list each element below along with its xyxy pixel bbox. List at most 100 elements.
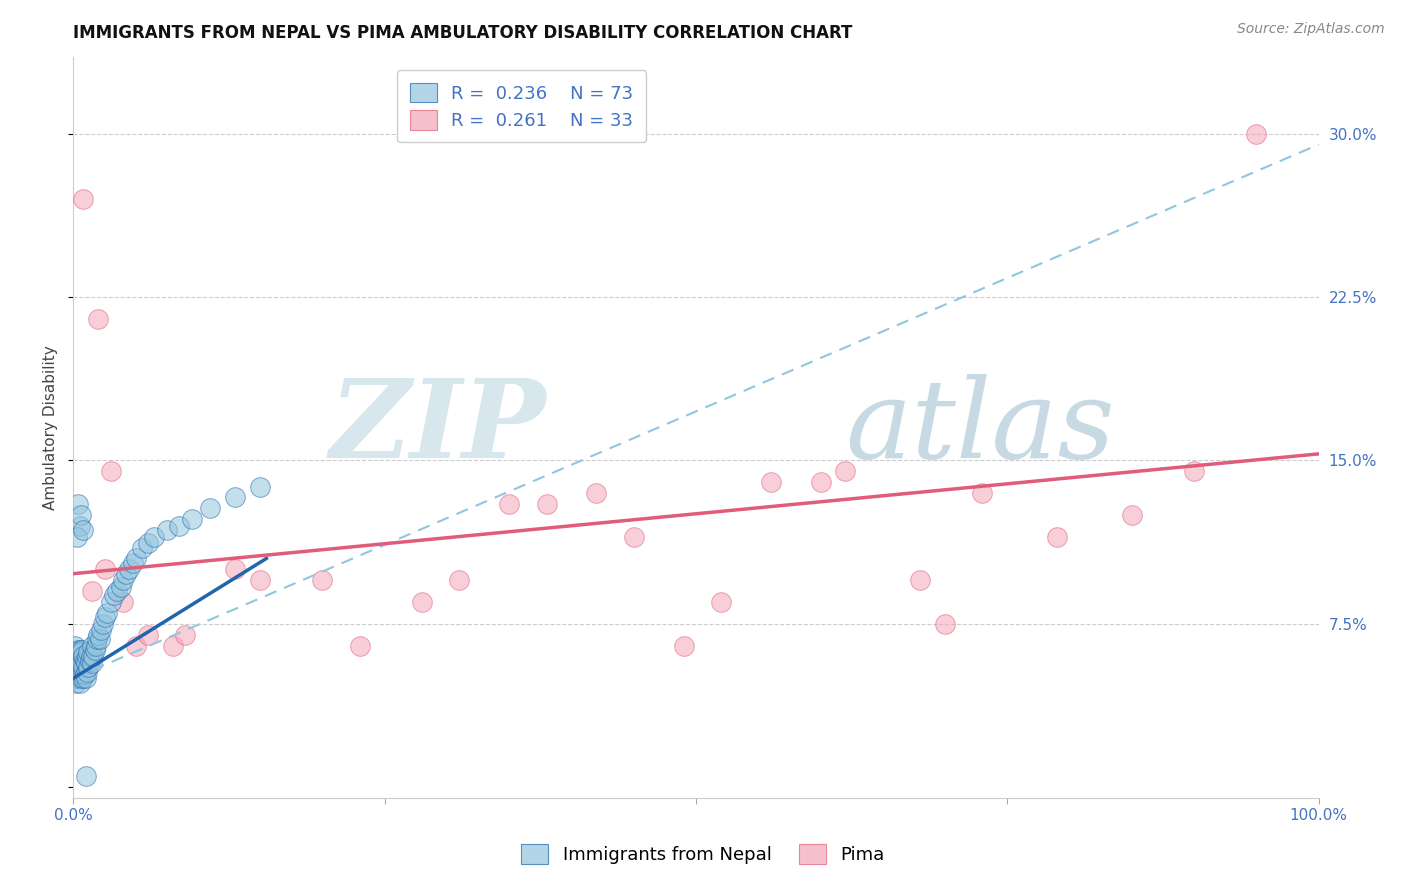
Point <box>65 645 87 659</box>
Point <box>63 649 86 664</box>
Point <box>75 656 97 670</box>
Point <box>70 508 93 522</box>
Point <box>82 649 104 664</box>
Point <box>69 643 91 657</box>
Point <box>77 660 100 674</box>
Point <box>69 665 91 679</box>
Point <box>124 551 146 566</box>
Point <box>934 616 956 631</box>
Point <box>112 595 135 609</box>
Point <box>122 556 145 570</box>
Point <box>411 595 433 609</box>
Point <box>124 639 146 653</box>
Point <box>100 464 122 478</box>
Point <box>143 530 166 544</box>
Point <box>83 643 105 657</box>
Point <box>498 497 520 511</box>
Point <box>70 645 93 659</box>
Point <box>80 656 103 670</box>
Point <box>70 656 93 670</box>
Point <box>672 639 695 653</box>
Point <box>73 654 96 668</box>
Legend: Immigrants from Nepal, Pima: Immigrants from Nepal, Pima <box>508 830 898 879</box>
Point <box>91 616 114 631</box>
Point <box>162 639 184 653</box>
Point <box>1046 530 1069 544</box>
Text: IMMIGRANTS FROM NEPAL VS PIMA AMBULATORY DISABILITY CORRELATION CHART: IMMIGRANTS FROM NEPAL VS PIMA AMBULATORY… <box>73 24 853 42</box>
Point <box>67 497 90 511</box>
Point <box>65 654 87 668</box>
Point <box>710 595 733 609</box>
Point <box>89 632 111 646</box>
Point <box>86 632 108 646</box>
Point <box>76 649 98 664</box>
Point <box>72 192 94 206</box>
Point <box>810 475 832 490</box>
Point <box>224 491 246 505</box>
Legend: R =  0.236    N = 73, R =  0.261    N = 33: R = 0.236 N = 73, R = 0.261 N = 33 <box>398 70 647 143</box>
Point <box>93 610 115 624</box>
Point <box>136 536 159 550</box>
Point <box>69 660 91 674</box>
Point <box>200 501 222 516</box>
Point <box>72 649 94 664</box>
Point <box>66 530 89 544</box>
Point <box>131 541 153 555</box>
Point <box>96 606 118 620</box>
Point <box>73 666 96 681</box>
Point <box>80 649 103 664</box>
Point <box>536 497 558 511</box>
Point <box>87 628 110 642</box>
Point <box>72 671 94 685</box>
Point <box>100 595 122 609</box>
Point <box>1121 508 1143 522</box>
Point <box>311 573 333 587</box>
Point <box>69 675 91 690</box>
Point <box>972 486 994 500</box>
Point <box>77 645 100 659</box>
Point <box>70 643 93 657</box>
Point <box>75 671 97 685</box>
Point <box>114 566 136 581</box>
Point <box>66 671 89 685</box>
Point <box>63 660 86 674</box>
Point <box>69 518 91 533</box>
Point <box>93 562 115 576</box>
Point <box>65 666 87 681</box>
Point <box>72 660 94 674</box>
Point <box>80 584 103 599</box>
Point <box>90 624 112 638</box>
Y-axis label: Ambulatory Disability: Ambulatory Disability <box>44 345 58 510</box>
Point <box>67 656 90 670</box>
Point <box>67 666 90 681</box>
Point <box>76 665 98 679</box>
Text: ZIP: ZIP <box>330 374 547 482</box>
Point <box>1246 127 1268 141</box>
Point <box>174 628 197 642</box>
Point <box>70 666 93 681</box>
Point <box>87 311 110 326</box>
Point <box>349 639 371 653</box>
Point <box>105 584 128 599</box>
Point <box>112 573 135 587</box>
Point <box>249 479 271 493</box>
Point <box>585 486 607 500</box>
Text: Source: ZipAtlas.com: Source: ZipAtlas.com <box>1237 22 1385 37</box>
Point <box>167 518 190 533</box>
Point <box>66 649 89 664</box>
Point <box>136 628 159 642</box>
Point <box>72 523 94 537</box>
Point <box>70 660 93 674</box>
Point <box>224 562 246 576</box>
Point <box>759 475 782 490</box>
Point <box>908 573 931 587</box>
Text: atlas: atlas <box>845 374 1115 482</box>
Point <box>84 639 107 653</box>
Point <box>75 769 97 783</box>
Point <box>1182 464 1205 478</box>
Point <box>156 523 179 537</box>
Point <box>834 464 856 478</box>
Point <box>79 654 101 668</box>
Point <box>66 660 89 674</box>
Point <box>80 639 103 653</box>
